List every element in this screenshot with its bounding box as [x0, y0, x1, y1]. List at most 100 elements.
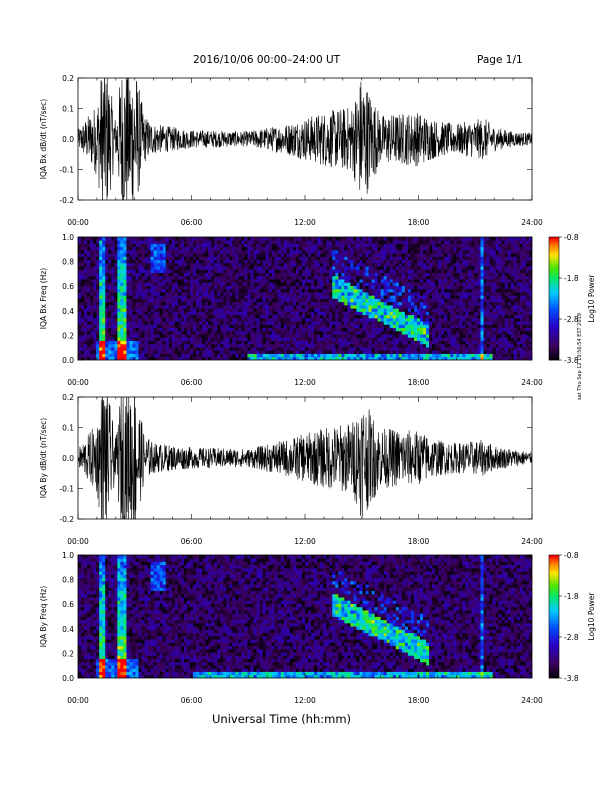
spectrogram-cell: [429, 285, 433, 290]
spectrogram-cell: [87, 337, 91, 341]
spectrogram-cell: [238, 321, 242, 325]
spectrogram-cell: [180, 324, 185, 329]
spectrogram-cell: [401, 298, 406, 303]
spectrogram-cell: [323, 356, 327, 360]
spectrogram-cell: [386, 327, 391, 332]
spectrogram-cell: [416, 246, 421, 251]
spectrogram-cell: [235, 285, 239, 290]
spectrogram-cell: [432, 240, 436, 244]
spectrogram-cell: [392, 317, 397, 322]
spectrogram-cell: [156, 285, 161, 290]
spectrogram-cell: [432, 308, 436, 312]
spectrogram-cell: [214, 337, 218, 341]
spectrogram-cell: [292, 240, 297, 244]
spectrogram-cell: [135, 256, 139, 261]
spectrogram-cell: [132, 330, 136, 335]
spectrogram-cell: [99, 288, 103, 293]
spectrogram-cell: [147, 301, 152, 306]
spectrogram-cell: [262, 269, 267, 274]
spectrogram-cell: [423, 304, 427, 309]
spectrogram-cell: [365, 288, 369, 293]
spectrogram-cell: [138, 246, 142, 251]
spectrogram-cell: [386, 350, 391, 354]
spectrogram-cell: [217, 324, 221, 329]
spectrogram-cell: [462, 321, 466, 325]
spectrogram-cell: [308, 343, 312, 348]
spectrogram-cell: [144, 301, 149, 306]
spectrogram-cell: [280, 321, 285, 325]
spectrogram-cell: [138, 347, 142, 351]
spectrogram-cell: [371, 246, 376, 251]
spectrogram-cell: [78, 321, 82, 325]
spectrogram-cell: [186, 337, 191, 341]
spectrogram-cell: [465, 317, 469, 322]
spectrogram-cell: [386, 292, 391, 296]
spectrogram-cell: [432, 253, 436, 257]
spectrogram-cell: [120, 249, 124, 254]
spectrogram-cell: [308, 243, 312, 248]
spectrogram-cell: [347, 356, 351, 360]
spectrogram-cell: [298, 311, 303, 316]
spectrogram-cell: [120, 327, 124, 332]
spectrogram-cell: [347, 266, 351, 270]
spectrogram-cell: [84, 256, 88, 261]
spectrogram-cell: [392, 304, 397, 309]
spectrogram-cell: [392, 259, 397, 264]
spectrogram-cell: [196, 269, 200, 274]
spectrogram-cell: [450, 343, 454, 348]
spectrogram-cell: [99, 256, 103, 261]
spectrogram-cell: [462, 298, 466, 303]
spectrogram-cell: [177, 249, 182, 254]
spectrogram-cell: [165, 324, 170, 329]
spectrogram-cell: [350, 343, 354, 348]
spectrogram-cell: [268, 275, 273, 280]
spectrogram-cell: [353, 243, 357, 248]
spectrogram-cell: [262, 256, 267, 261]
spectrogram-cell: [238, 282, 242, 286]
spectrogram-cell: [377, 256, 382, 261]
spectrogram-cell: [371, 275, 376, 280]
spectrogram-cell: [214, 298, 218, 303]
spectrogram-cell: [102, 256, 106, 261]
spectrogram-cell: [326, 285, 330, 290]
spectrogram-cell: [426, 262, 430, 267]
spectrogram-cell: [335, 314, 339, 319]
spectrogram-cell: [438, 324, 442, 329]
spectrogram-cell: [84, 237, 88, 241]
spectrogram-cell: [189, 262, 194, 267]
spectrogram-cell: [283, 330, 288, 335]
spectrogram-cell: [214, 353, 218, 358]
spectrogram-cell: [138, 340, 142, 345]
spectrogram-cell: [286, 246, 291, 251]
spectrogram-cell: [135, 279, 139, 283]
spectrogram-cell: [453, 256, 457, 261]
spectrogram-cell: [374, 298, 379, 303]
spectrogram-cell: [308, 272, 312, 277]
spectrogram-cell: [398, 347, 403, 351]
spectrogram-cell: [435, 279, 439, 283]
spectrogram-cell: [447, 321, 451, 325]
spectrogram-cell: [220, 249, 224, 254]
spectrogram-cell: [226, 256, 230, 261]
spectrogram-cell: [259, 253, 264, 257]
spectrogram-cell: [244, 237, 248, 241]
spectrogram-cell: [268, 269, 273, 274]
spectrogram-cell: [444, 256, 448, 261]
spectrogram-cell: [353, 330, 357, 335]
spectrogram-cell: [298, 285, 303, 290]
spectrogram-cell: [217, 330, 221, 335]
spectrogram-cell: [329, 282, 333, 286]
spectrogram-cell: [229, 327, 233, 332]
spectrogram-cell: [368, 243, 372, 248]
spectrogram-cell: [226, 301, 230, 306]
spectrogram-cell: [301, 334, 306, 338]
spectrogram-cell: [416, 298, 421, 303]
spectrogram-cell: [141, 340, 145, 345]
spectrogram-cell: [90, 259, 94, 264]
spectrogram-cell: [78, 340, 82, 345]
spectrogram-cell: [262, 295, 267, 299]
spectrogram-cell: [211, 317, 215, 322]
spectrogram-cell: [174, 246, 179, 251]
spectrogram-cell: [277, 347, 282, 351]
spectrogram-cell: [429, 353, 433, 358]
